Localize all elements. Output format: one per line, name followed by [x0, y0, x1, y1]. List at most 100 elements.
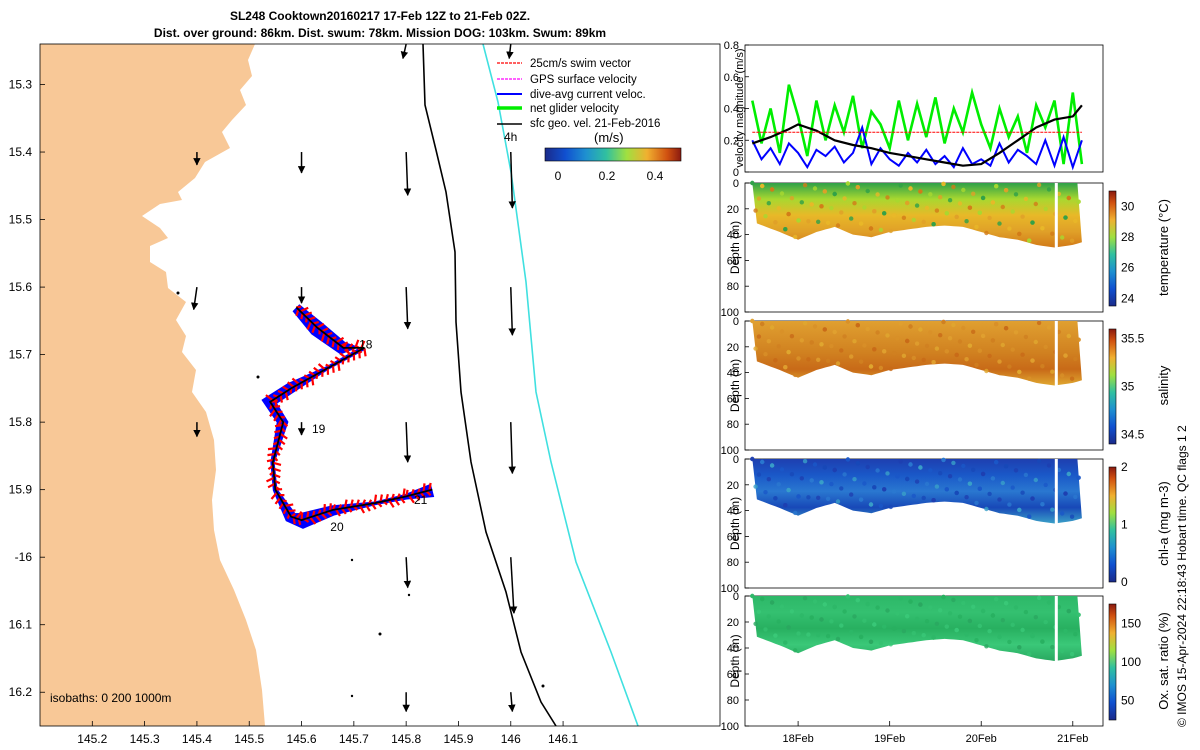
section-sample	[1033, 477, 1039, 483]
section-sample	[1000, 342, 1005, 348]
section-xtick-label: 18Feb	[783, 733, 814, 745]
section-sample	[829, 205, 834, 211]
section-sample	[865, 464, 870, 470]
section-sample	[766, 339, 771, 344]
section-sample	[931, 498, 936, 503]
section-sample	[839, 348, 844, 353]
section-ytick-label: 60	[727, 531, 739, 543]
section-colorbar	[1108, 328, 1117, 445]
section-sample	[842, 196, 847, 201]
section-sample	[776, 619, 781, 624]
section-sample	[938, 195, 943, 200]
section-sample	[990, 476, 996, 481]
section-sample	[878, 641, 884, 646]
map-ytick-label: 15.7	[9, 348, 33, 362]
legend-net: net glider velocity	[530, 103, 619, 115]
swim-vectors	[265, 305, 432, 526]
section-sample	[895, 198, 900, 203]
section-sample	[783, 503, 788, 508]
section-sample	[901, 491, 907, 496]
section-sample	[1036, 320, 1042, 326]
section-sample	[990, 338, 996, 343]
section-sample	[974, 362, 979, 368]
section-sample	[862, 205, 867, 210]
section-sample	[875, 192, 880, 197]
section-sample	[1023, 609, 1029, 615]
section-sample	[971, 467, 976, 472]
section-sample	[914, 341, 920, 346]
section-sample	[921, 357, 926, 363]
section-sample	[842, 334, 847, 339]
map-xtick-label: 145.3	[130, 732, 160, 746]
section-sample	[786, 349, 791, 355]
section-colorbar-tick: 34.5	[1121, 427, 1145, 441]
section-sample	[878, 365, 884, 371]
section-sample	[779, 604, 785, 609]
section-sample	[951, 460, 956, 466]
section-sample	[1060, 648, 1065, 654]
section-sample	[868, 639, 874, 644]
map-xtick-label: 145.8	[391, 732, 421, 746]
title-line-2: Dist. over ground: 86km. Dist. swum: 78k…	[153, 26, 607, 40]
section-sample	[1043, 482, 1048, 488]
map-ytick-label: 15.5	[9, 213, 33, 227]
section-data	[752, 596, 1082, 661]
section-sample	[961, 325, 966, 331]
section-ytick-label: 40	[727, 230, 739, 242]
day-label: 20	[330, 520, 344, 534]
section-sample	[1000, 204, 1005, 210]
section-sample	[1046, 325, 1052, 330]
section-sample	[852, 201, 857, 206]
section-sample	[779, 467, 785, 472]
section-sample	[885, 333, 890, 338]
geo-velocity-arrow	[403, 152, 412, 196]
day-label: 21	[414, 493, 428, 507]
section-sample	[924, 205, 930, 211]
section-sample	[868, 226, 874, 231]
geo-velocity-arrow	[190, 286, 199, 311]
section-sample	[888, 228, 893, 234]
section-sample	[842, 472, 847, 477]
section-sample	[822, 327, 827, 332]
section-sample	[921, 219, 926, 225]
section-sample	[1069, 514, 1075, 519]
section-sample	[1027, 514, 1032, 519]
legend-geo: sfc geo. vel. 21-Feb-2016	[530, 118, 660, 130]
section-sample	[1010, 485, 1015, 490]
section-sample	[812, 186, 818, 191]
section-sample	[816, 495, 821, 500]
section-sample	[954, 352, 959, 358]
legend-swim: 25cm/s swim vector	[530, 58, 631, 70]
section-sample	[1060, 511, 1065, 516]
section-sample	[816, 632, 821, 638]
map-xtick-label: 145.9	[443, 732, 473, 746]
section-sample	[766, 477, 771, 482]
section-sample	[849, 629, 854, 635]
section-colorbar	[1108, 190, 1117, 307]
section-sample	[1003, 326, 1009, 331]
section-sample	[931, 360, 936, 365]
section-sample	[776, 344, 781, 349]
section-sample	[977, 486, 982, 491]
map-xtick-label: 146.1	[548, 732, 578, 746]
section-sample	[756, 472, 762, 477]
section-sample	[941, 457, 946, 463]
section-sample	[921, 633, 926, 638]
section-sample	[789, 196, 795, 201]
section-sample	[931, 635, 936, 640]
section-sample	[858, 359, 864, 364]
section-colorbar-label: Ox. sat. ratio (%)	[1156, 612, 1171, 710]
section-sample	[994, 322, 999, 327]
section-sample	[845, 181, 851, 186]
map-ytick-label: 15.8	[9, 415, 33, 429]
section-sample	[1017, 645, 1022, 650]
geo-velocity-arrow	[508, 152, 516, 209]
section-sample	[891, 626, 897, 631]
section-sample	[1007, 639, 1012, 645]
map-xtick-label: 145.7	[339, 732, 369, 746]
section-sample	[1003, 601, 1009, 606]
section-sample	[1066, 608, 1072, 614]
velocity-ylabel: velocity magnitude (m/s)	[734, 48, 746, 167]
section-sample	[786, 487, 791, 493]
section-ylabel: Depth (m)	[728, 221, 742, 274]
